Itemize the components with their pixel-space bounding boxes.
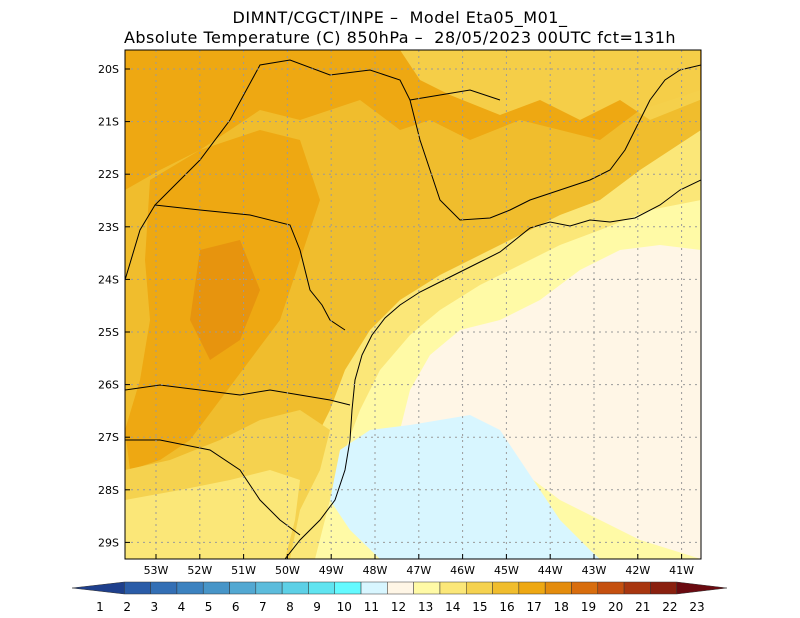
map-frame — [124, 49, 702, 560]
colorbar-segment — [124, 581, 151, 595]
colorbar-label: 3 — [150, 600, 158, 614]
colorbar-label: 2 — [123, 600, 131, 614]
colorbar-segment — [387, 581, 414, 595]
map-title-line2: Absolute Temperature (C) 850hPa – 28/05/… — [123, 28, 677, 47]
lon-label: 50W — [275, 564, 300, 577]
colorbar-segment — [676, 581, 728, 595]
lat-label: 29S — [98, 536, 119, 549]
lat-label: 20S — [98, 63, 119, 76]
lon-label: 48W — [363, 564, 388, 577]
colorbar-segment — [413, 581, 441, 595]
colorbar-label: 12 — [391, 600, 406, 614]
colorbar-label: 5 — [205, 600, 213, 614]
colorbar-segment — [202, 581, 230, 595]
colorbar-segment — [492, 581, 520, 595]
map-title-line1: DIMNT/CGCT/INPE – Model Eta05_M01_ — [232, 8, 568, 27]
colorbar-segment — [71, 581, 125, 595]
latitude-labels: 20S 21S 22S 23S 24S 25S 26S 27S 28S 29S — [98, 63, 130, 549]
lat-label: 23S — [98, 221, 119, 234]
colorbar-segment — [518, 581, 546, 595]
colorbar-segment — [571, 581, 599, 595]
colorbar-label: 14 — [445, 600, 460, 614]
colorbar-segment — [544, 581, 572, 595]
lat-label: 27S — [98, 431, 119, 444]
colorbar-segment — [255, 581, 283, 595]
lon-label: 42W — [625, 564, 650, 577]
colorbar-segment — [650, 581, 677, 595]
colorbar-label: 19 — [581, 600, 596, 614]
colorbar-segment — [623, 581, 651, 595]
lon-label: 43W — [582, 564, 607, 577]
colorbar-segment — [150, 581, 178, 595]
colorbar-label: 17 — [527, 600, 542, 614]
lat-label: 22S — [98, 168, 119, 181]
lat-label: 25S — [98, 326, 119, 339]
lat-label: 26S — [98, 379, 119, 392]
colorbar-label: 10 — [337, 600, 352, 614]
colorbar-segment — [229, 581, 257, 595]
lat-label: 28S — [98, 484, 119, 497]
lon-label: 45W — [494, 564, 519, 577]
colorbar-segment — [439, 581, 467, 595]
colorbar-segment — [334, 581, 362, 595]
colorbar-segment — [360, 581, 388, 595]
lat-lon-grid — [125, 50, 701, 559]
colorbar-label: 15 — [472, 600, 487, 614]
temperature-field — [125, 50, 701, 559]
colorbar-label: 8 — [286, 600, 294, 614]
colorbar: 1 2 3 4 5 6 7 8 9 10 11 12 13 14 15 16 17 18 19 20 21 22 23 — [71, 581, 728, 614]
lon-label: 46W — [450, 564, 475, 577]
colorbar-label: 21 — [635, 600, 650, 614]
colorbar-label: 22 — [662, 600, 677, 614]
lon-label: 47W — [406, 564, 431, 577]
colorbar-segment — [597, 581, 625, 595]
lon-label: 52W — [187, 564, 212, 577]
colorbar-label: 1 — [96, 600, 104, 614]
lat-label: 21S — [98, 116, 119, 129]
colorbar-segment — [308, 581, 335, 595]
colorbar-label: 18 — [554, 600, 569, 614]
longitude-labels: 53W 52W 51W 50W 49W 48W 47W 46W 45W 44W 43W 42W 41W — [144, 554, 694, 577]
lon-label: 53W — [144, 564, 169, 577]
colorbar-label: 13 — [418, 600, 433, 614]
colorbar-label: 23 — [689, 600, 704, 614]
colorbar-label: 7 — [259, 600, 267, 614]
colorbar-label: 4 — [178, 600, 186, 614]
colorbar-label: 11 — [364, 600, 379, 614]
lon-label: 49W — [319, 564, 344, 577]
lat-label: 24S — [98, 273, 119, 286]
colorbar-segment — [176, 581, 204, 595]
colorbar-segment — [466, 581, 493, 595]
colorbar-label: 9 — [313, 600, 321, 614]
lon-label: 51W — [231, 564, 256, 577]
colorbar-label: 20 — [608, 600, 623, 614]
colorbar-segment — [281, 581, 309, 595]
colorbar-label: 6 — [232, 600, 240, 614]
lon-label: 41W — [669, 564, 694, 577]
colorbar-label: 16 — [499, 600, 514, 614]
lon-label: 44W — [538, 564, 563, 577]
